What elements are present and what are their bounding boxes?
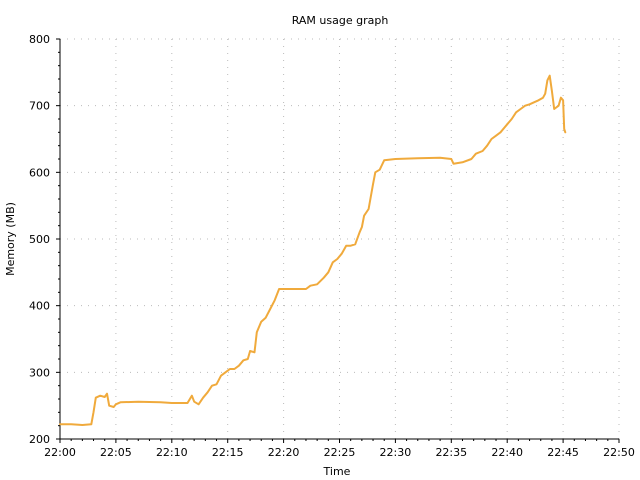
x-tick-label: 22:10 [156,446,188,459]
x-tick-label: 22:05 [100,446,132,459]
y-tick-label: 800 [29,33,50,46]
y-axis-label: Memory (MB) [4,202,17,276]
x-axis-label: Time [323,465,351,478]
x-tick-label: 22:40 [491,446,523,459]
chart-title: RAM usage graph [292,14,389,27]
y-tick-label: 200 [29,433,50,446]
x-tick-label: 22:00 [44,446,76,459]
y-tick-label: 400 [29,300,50,313]
x-tick-label: 22:45 [547,446,579,459]
x-tick-label: 22:25 [324,446,356,459]
x-tick-label: 22:50 [603,446,635,459]
x-tick-label: 22:35 [435,446,467,459]
y-tick-label: 700 [29,100,50,113]
y-tick-label: 300 [29,366,50,379]
memory-series-line [59,74,567,426]
y-tick-label: 600 [29,166,50,179]
x-tick-label: 22:15 [212,446,244,459]
x-tick-label: 22:20 [268,446,300,459]
ticks: 22:00 22:05 22:10 22:15 22:20 22:25 22:30 22:35… [29,33,635,459]
y-tick-label: 500 [29,233,50,246]
series [59,74,567,426]
x-tick-label: 22:30 [380,446,412,459]
